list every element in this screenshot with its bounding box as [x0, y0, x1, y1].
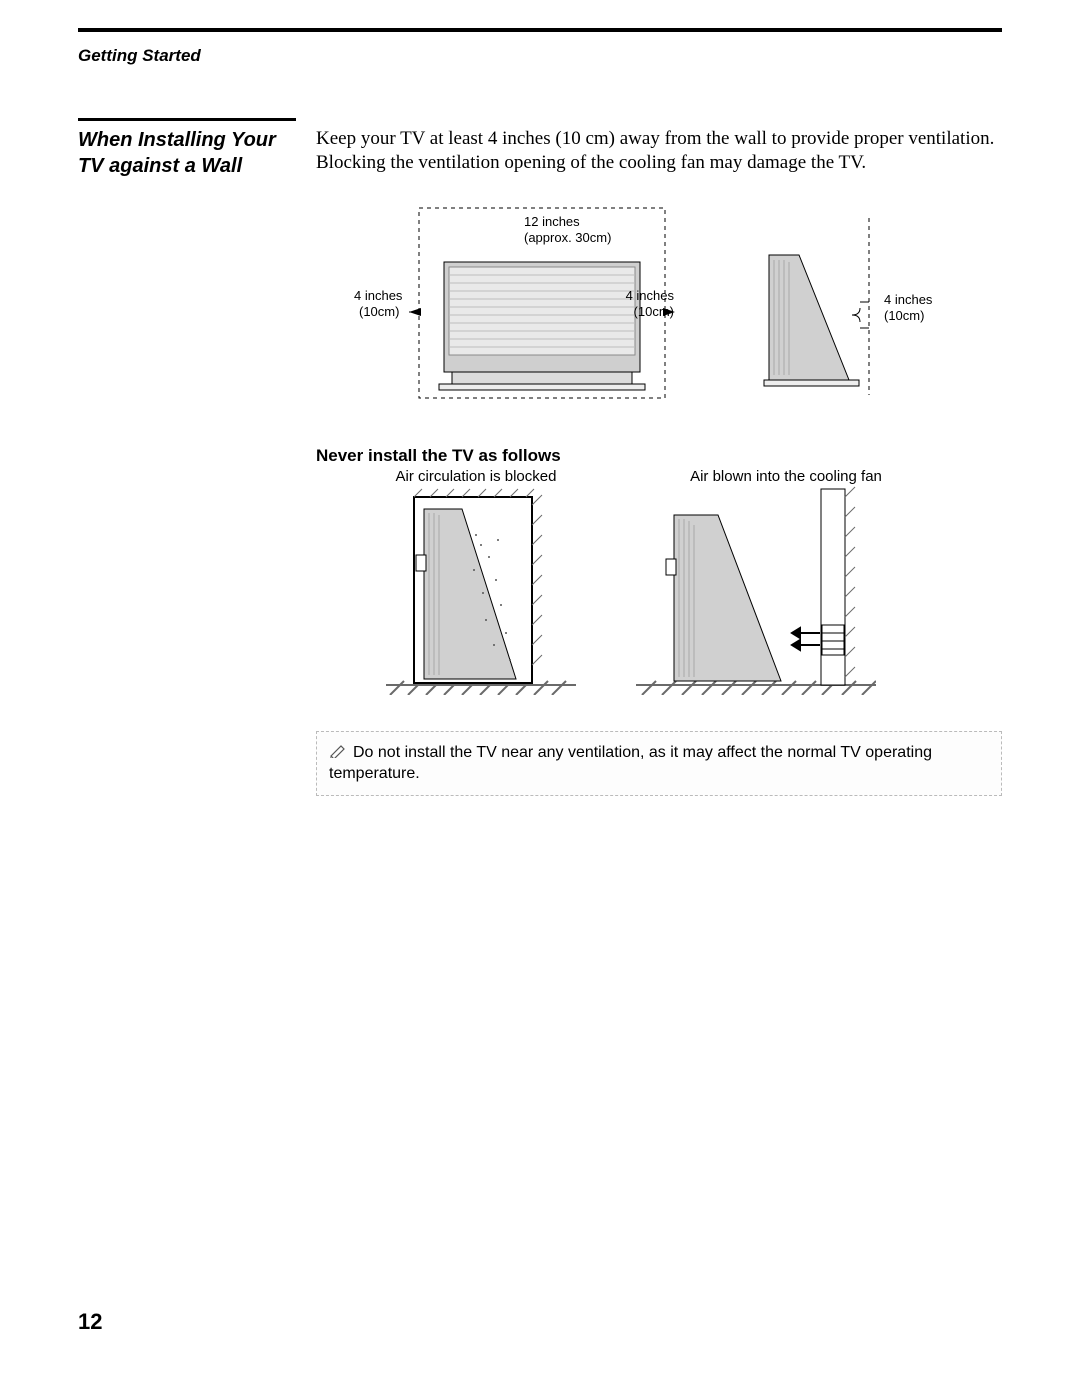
label-mid-1: 4 inches — [626, 288, 675, 303]
top-rule — [78, 28, 1002, 32]
note-text: Do not install the TV near any ventilati… — [329, 744, 932, 783]
incorrect-install-diagrams — [386, 485, 1002, 695]
label-top-2: (approx. 30cm) — [524, 230, 611, 245]
sub-heading: Never install the TV as follows — [316, 446, 1002, 466]
caption-left: Air circulation is blocked — [316, 468, 636, 485]
section-rule — [78, 118, 296, 121]
pencil-icon — [329, 743, 347, 757]
label-right-1: 4 inches — [884, 292, 933, 307]
running-head: Getting Started — [78, 46, 1002, 66]
label-top-1: 12 inches — [524, 214, 580, 229]
label-right-2: (10cm) — [884, 308, 924, 323]
label-left-1: 4 inches — [354, 288, 403, 303]
diagram-side-view: 4 inches (10cm) — [734, 200, 969, 420]
caption-right: Air blown into the cooling fan — [636, 468, 936, 485]
body-paragraph: Keep your TV at least 4 inches (10 cm) a… — [316, 127, 1002, 176]
section-title: When Installing Your TV against a Wall — [78, 127, 296, 179]
clearance-diagrams: 12 inches (approx. 30cm) 4 inches (10cm)… — [316, 200, 1002, 420]
diagram-blocked — [386, 485, 576, 695]
page-number: 12 — [78, 1309, 102, 1335]
diagram-airflow-wrong — [636, 485, 876, 695]
label-left-2: (10cm) — [359, 304, 399, 319]
diagram-front-view: 12 inches (approx. 30cm) 4 inches (10cm)… — [349, 200, 704, 420]
note-box: Do not install the TV near any ventilati… — [316, 731, 1002, 796]
